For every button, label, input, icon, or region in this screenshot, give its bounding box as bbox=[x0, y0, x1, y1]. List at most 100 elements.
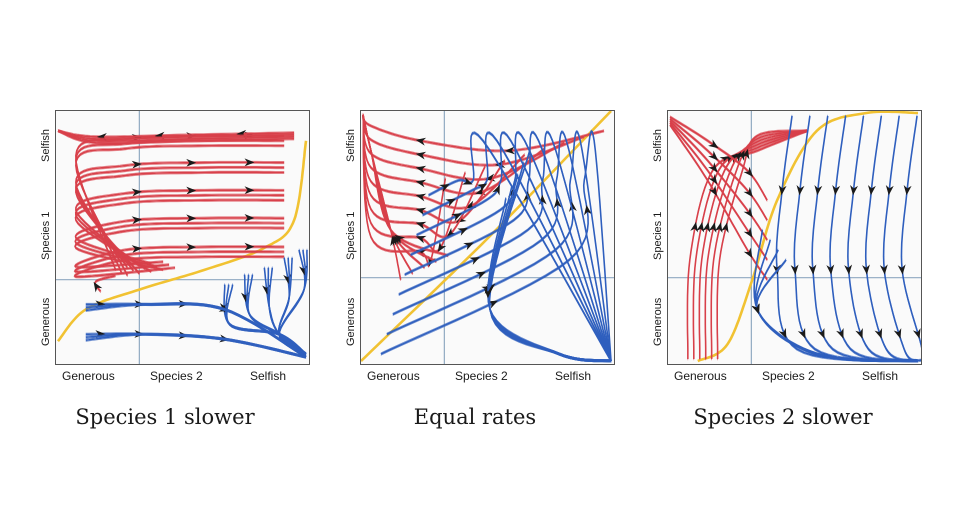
blue-trajectory-strand bbox=[246, 273, 307, 354]
flow-arrow bbox=[743, 166, 754, 177]
blue-trajectory-strand bbox=[756, 258, 919, 361]
red-trajectory bbox=[94, 274, 116, 292]
red-trajectory-strand bbox=[362, 116, 486, 239]
red-trajectory bbox=[73, 255, 285, 278]
phase-plot bbox=[667, 110, 922, 365]
flow-arrow bbox=[832, 185, 841, 196]
blue-trajectory-strand bbox=[85, 334, 307, 359]
blue-trajectory-strand bbox=[247, 273, 307, 354]
flow-arrow bbox=[714, 222, 723, 233]
blue-trajectory-strand bbox=[380, 132, 612, 363]
blue-trajectory-strand bbox=[246, 275, 307, 356]
flow-arrow bbox=[186, 158, 197, 167]
flow-arrow bbox=[708, 185, 717, 196]
red-trajectory-strand bbox=[57, 129, 295, 141]
red-trajectory-strand bbox=[669, 121, 768, 242]
flow-arrow bbox=[244, 242, 255, 251]
blue-trajectory-strand bbox=[756, 260, 919, 363]
flow-arrow bbox=[463, 242, 474, 251]
y-label-generous: Generous bbox=[652, 297, 664, 346]
red-trajectory-strand bbox=[669, 119, 768, 222]
blue-trajectory bbox=[900, 115, 921, 362]
blue-trajectory bbox=[754, 239, 919, 362]
red-trajectory-strand bbox=[669, 119, 768, 239]
x-axis-title: Species 2 bbox=[455, 369, 508, 383]
flow-arrow bbox=[752, 303, 760, 315]
red-trajectory-strand bbox=[57, 129, 295, 137]
flow-arrow bbox=[451, 213, 462, 222]
blue-trajectory-strand bbox=[755, 241, 919, 363]
blue-trajectory-strand bbox=[392, 132, 612, 363]
flow-arrow bbox=[814, 185, 823, 196]
blue-trajectory-strand bbox=[85, 335, 307, 359]
flow-arrow bbox=[885, 185, 894, 196]
flow-arrow bbox=[244, 186, 255, 195]
flow-arrow bbox=[469, 256, 480, 265]
flow-arrow bbox=[778, 327, 787, 339]
red-trajectory bbox=[362, 114, 585, 166]
flow-arrow bbox=[446, 227, 457, 238]
phase-portrait bbox=[56, 111, 309, 364]
red-trajectory-strand bbox=[710, 131, 807, 361]
red-trajectory-strand bbox=[94, 276, 116, 293]
blue-trajectory-strand bbox=[865, 117, 919, 363]
flow-arrow bbox=[836, 327, 844, 339]
red-trajectory-strand bbox=[74, 255, 285, 276]
red-trajectory bbox=[669, 124, 768, 281]
red-trajectory bbox=[704, 130, 808, 360]
flow-arrow bbox=[879, 264, 888, 275]
blue-trajectory-strand bbox=[386, 132, 612, 363]
blue-trajectory bbox=[882, 115, 919, 362]
flow-arrow bbox=[743, 227, 753, 238]
flow-arrow bbox=[808, 264, 817, 275]
flow-arrow bbox=[504, 146, 516, 155]
phase-plot bbox=[55, 110, 310, 365]
blue-trajectory bbox=[85, 302, 307, 358]
blue-trajectory-strand bbox=[85, 302, 307, 357]
flow-arrow bbox=[415, 207, 427, 216]
flow-arrow bbox=[415, 193, 427, 202]
blue-trajectory bbox=[864, 115, 919, 362]
flow-arrow bbox=[874, 328, 883, 339]
flow-arrow bbox=[708, 139, 719, 149]
blue-trajectory-strand bbox=[404, 130, 612, 360]
y-label-selfish: Selfish bbox=[40, 128, 52, 162]
x-axis-title: Species 2 bbox=[762, 369, 815, 383]
phase-portrait bbox=[668, 111, 921, 364]
red-trajectory-strand bbox=[687, 131, 808, 361]
blue-trajectory-strand bbox=[422, 133, 612, 363]
red-trajectory bbox=[73, 250, 285, 273]
flow-arrow bbox=[445, 198, 456, 207]
y-label-selfish: Selfish bbox=[345, 128, 357, 162]
red-trajectory bbox=[362, 114, 486, 238]
flow-arrow bbox=[867, 185, 876, 196]
blue-trajectory-strand bbox=[755, 238, 919, 361]
blue-trajectory-strand bbox=[829, 117, 919, 363]
flow-arrow bbox=[720, 222, 729, 234]
separatrix-curve bbox=[56, 140, 308, 342]
flow-arrow bbox=[708, 150, 719, 161]
flow-arrow bbox=[415, 179, 427, 188]
x-label-selfish: Selfish bbox=[862, 369, 899, 383]
caption-equal-rates: Equal rates bbox=[413, 405, 537, 429]
red-trajectory bbox=[669, 116, 768, 201]
red-trajectory-strand bbox=[75, 216, 285, 263]
red-trajectory bbox=[74, 217, 285, 265]
flow-arrow bbox=[583, 205, 592, 216]
blue-trajectory-strand bbox=[416, 133, 612, 363]
phase-portrait bbox=[361, 111, 614, 364]
flow-arrow bbox=[492, 184, 500, 196]
blue-trajectory-strand bbox=[829, 114, 919, 361]
flow-arrow bbox=[93, 281, 103, 293]
flow-arrow bbox=[131, 188, 142, 197]
red-trajectory-strand bbox=[57, 131, 295, 145]
x-axis-title: Species 2 bbox=[150, 369, 203, 383]
blue-trajectory bbox=[247, 274, 307, 355]
flow-arrow bbox=[797, 327, 806, 339]
flow-arrow bbox=[912, 328, 921, 339]
blue-trajectory-strand bbox=[410, 133, 612, 363]
flow-arrow bbox=[702, 222, 711, 233]
y-axis-title: Species 1 bbox=[40, 211, 52, 260]
red-trajectory-strand bbox=[75, 173, 285, 276]
flow-arrow bbox=[415, 151, 427, 160]
